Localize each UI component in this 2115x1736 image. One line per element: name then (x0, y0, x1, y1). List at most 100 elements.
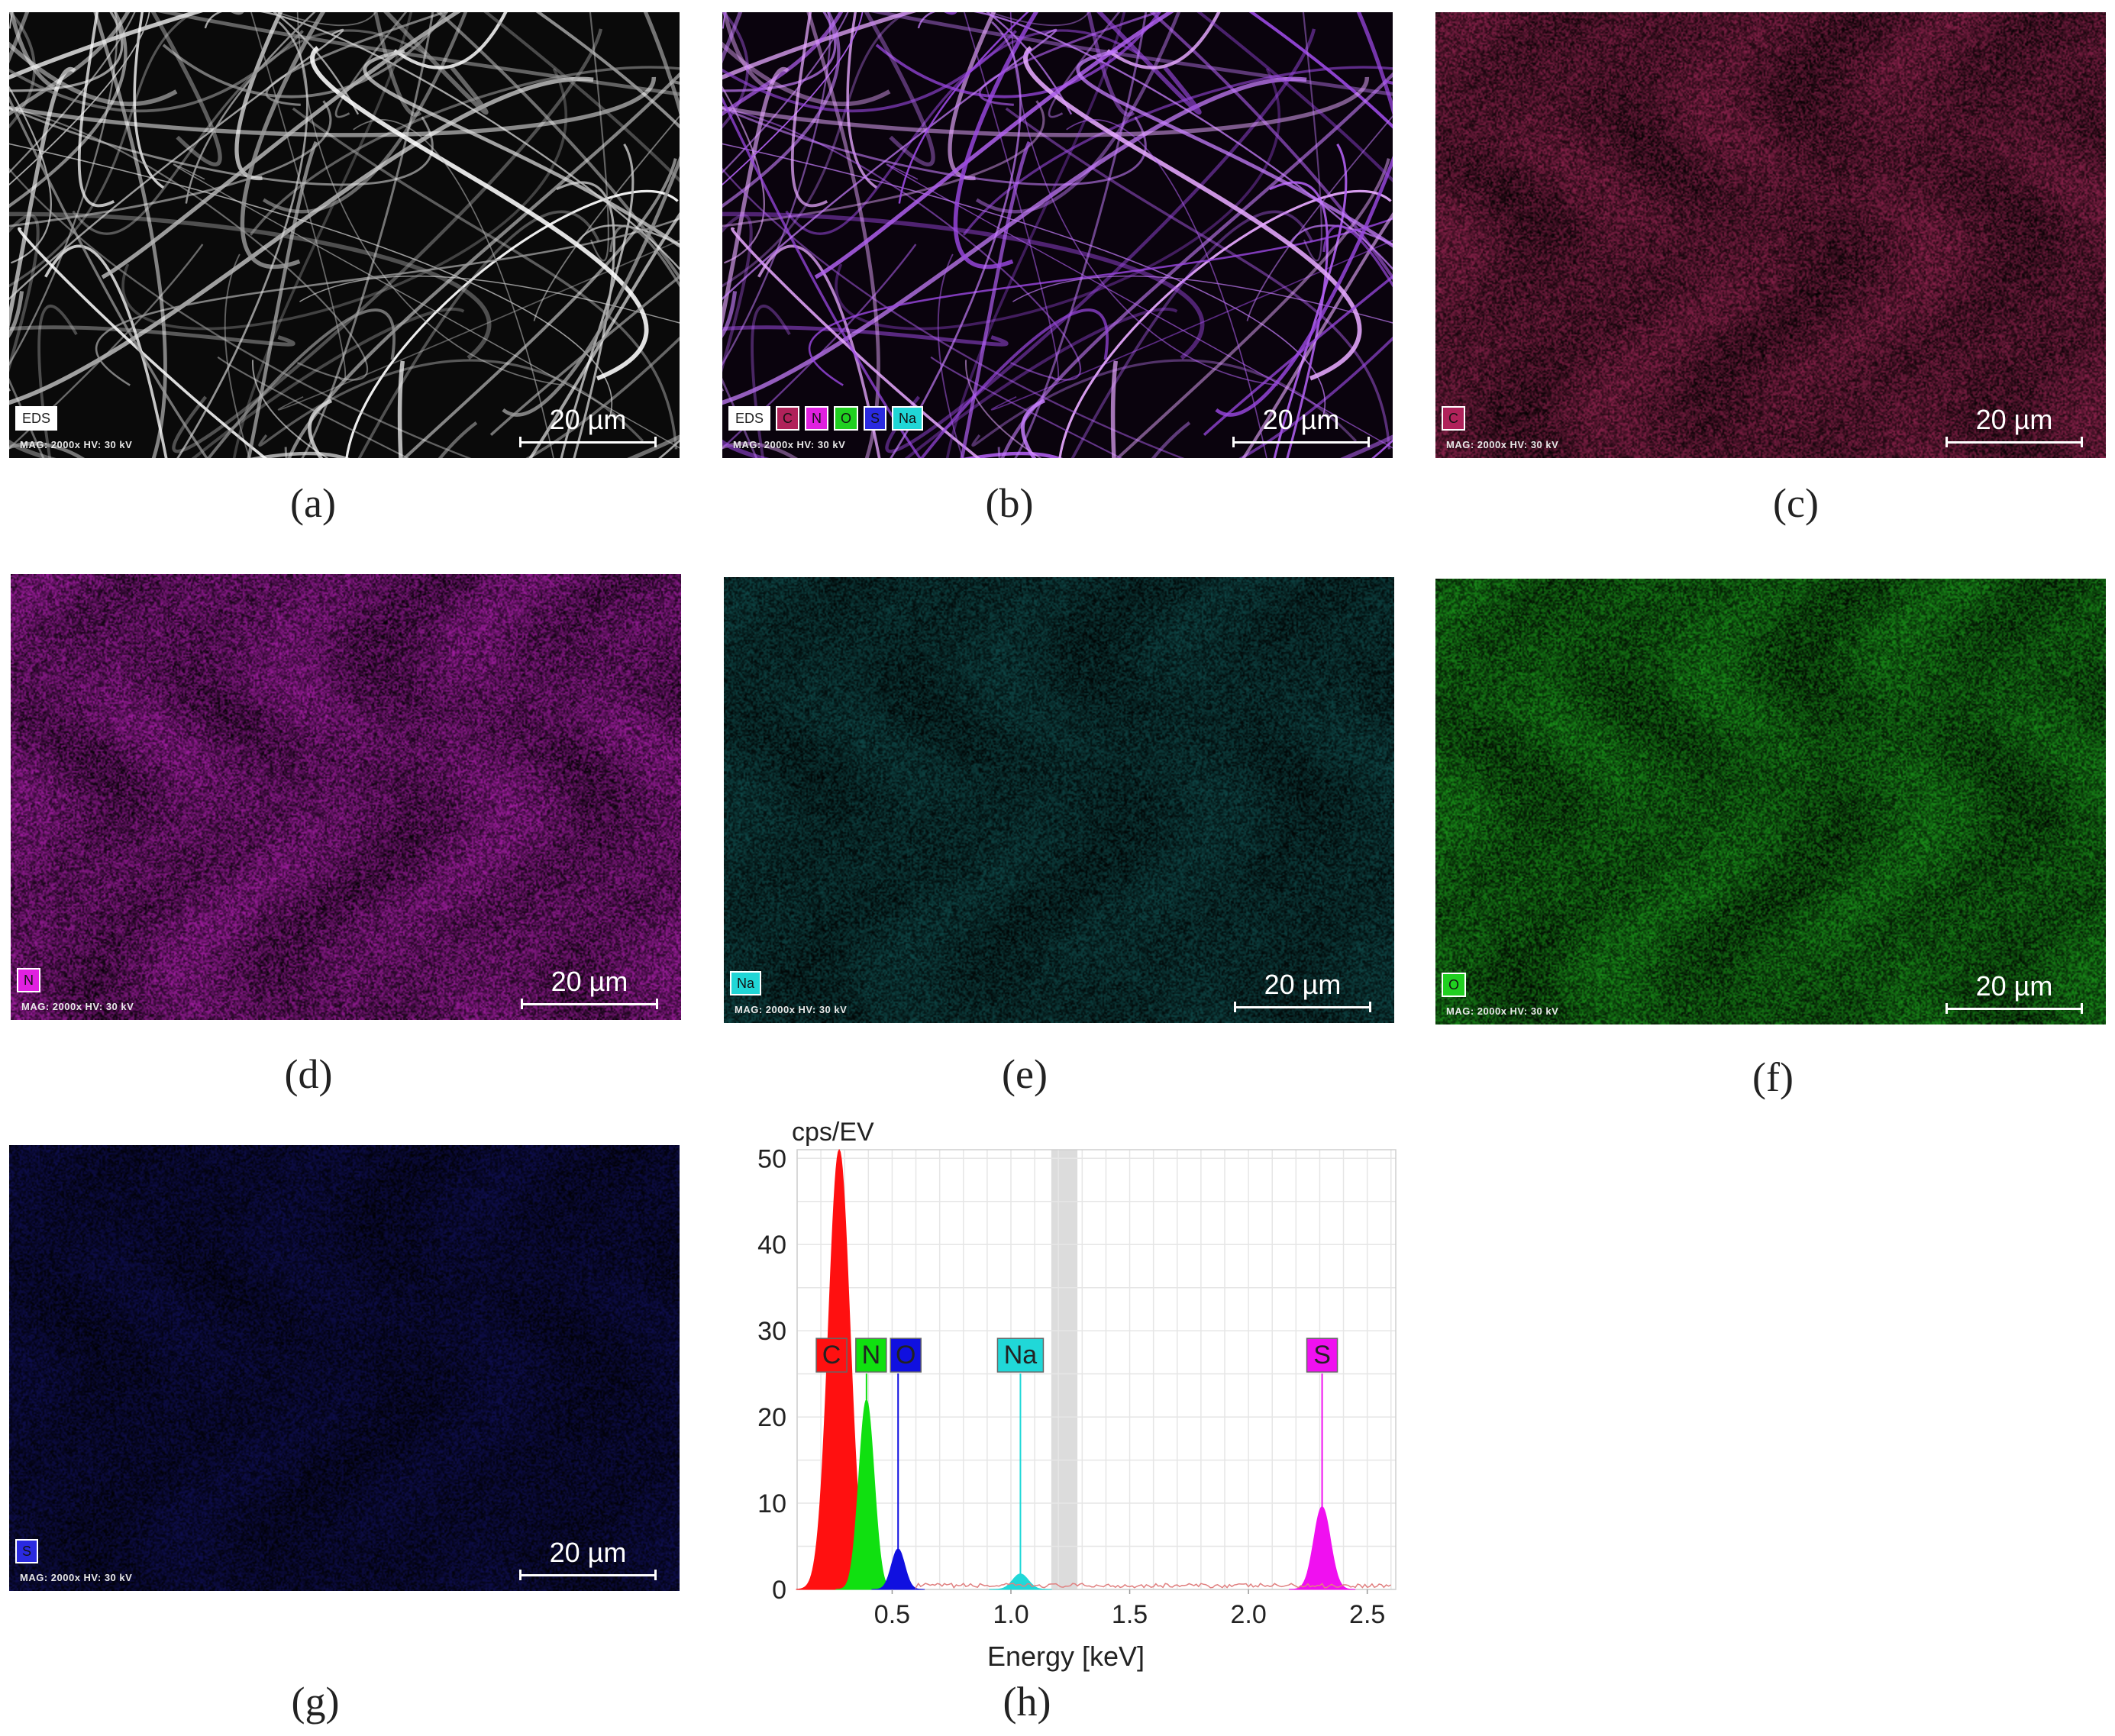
element-tags: EDS C N O S Na (728, 406, 924, 431)
fiber-strand (9, 66, 76, 329)
fiber-strand (95, 217, 680, 386)
sem-image-panel-a: EDS MAG: 2000x HV: 30 kV 20 µm (9, 12, 680, 458)
fiber-strand (502, 155, 680, 417)
y-axis-label: cps/EV (792, 1118, 874, 1147)
microscope-info: MAG: 2000x HV: 30 kV (735, 1004, 848, 1015)
fiber-strand (722, 211, 1205, 360)
fiber-strand (383, 12, 489, 115)
plot-frame (796, 1149, 1397, 1590)
fiber-strand (556, 181, 615, 458)
fiber-strand (975, 12, 1181, 214)
fiber-strand (284, 12, 434, 458)
fiber-strand (1023, 46, 1362, 381)
fiber-strand (133, 12, 165, 189)
y-tick-label: 50 (757, 1144, 786, 1173)
x-tick-label: 0.5 (874, 1600, 910, 1629)
scale-bar: 20 µm (519, 1538, 657, 1580)
fiber-strand (150, 12, 222, 166)
element-tag-eds: EDS (728, 406, 771, 431)
fiber-strand (1203, 275, 1393, 436)
fiber-strand (722, 12, 841, 208)
peak-s (1288, 1506, 1356, 1590)
fiber-strand (846, 12, 878, 189)
fiber-strand (885, 28, 1316, 453)
fiber-strand (806, 12, 880, 458)
element-map-image (1435, 579, 2106, 1024)
fiber-strand (357, 210, 600, 458)
fiber-strand (489, 275, 680, 436)
fiber-strand (960, 140, 1032, 458)
fiber-strand (963, 451, 1063, 458)
fiber-strand (722, 325, 1009, 347)
fiber-strand (1242, 211, 1393, 458)
peak-label-na: Na (1004, 1341, 1038, 1370)
peak-label-box (815, 1337, 848, 1373)
fiber-strand (9, 12, 124, 92)
fiber-strand (9, 12, 118, 366)
fiber-strand (987, 12, 1090, 26)
fiber-strand (93, 12, 167, 458)
fiber-strand (1106, 12, 1221, 69)
eds-map-oxygen-panel-f: O MAG: 2000x HV: 30 kV 20 µm (1435, 579, 2106, 1024)
y-tick-label: 30 (757, 1317, 786, 1346)
y-tick-label: 0 (772, 1576, 786, 1605)
fiber-strand (722, 76, 1370, 137)
microscope-info: MAG: 2000x HV: 30 kV (20, 439, 133, 450)
fiber-strand (722, 95, 922, 458)
fiber-strand (870, 12, 1393, 96)
fiber-strand (77, 12, 115, 208)
peak-label-n: N (862, 1341, 881, 1370)
fiber-strand (483, 12, 680, 183)
fiber-strand (722, 76, 1307, 405)
fiber-strand (217, 356, 410, 458)
eds-overlay-panel-b: EDS C N O S Na MAG: 2000x HV: 30 kV 20 µm (722, 12, 1393, 458)
fiber-strand (722, 214, 753, 373)
y-tick-label: 40 (757, 1231, 786, 1260)
fiber-strand (946, 12, 1126, 458)
scale-bar: 20 µm (1234, 970, 1371, 1012)
shaded-band (1051, 1150, 1078, 1589)
element-tags: S (15, 1539, 39, 1563)
fiber-strand (287, 72, 680, 458)
fiber-strand (1048, 12, 1121, 118)
element-tag-o: O (1442, 973, 1467, 997)
x-tick-label: 2.5 (1349, 1600, 1385, 1629)
fiber-strand (224, 253, 250, 458)
fiber-strand (937, 253, 964, 458)
fiber-strand (353, 119, 554, 458)
fiber-strand (731, 227, 981, 458)
fiber-strand (9, 439, 57, 458)
fiber-strand (18, 227, 268, 458)
fiber-strand (206, 308, 396, 458)
fiber-strand (296, 12, 565, 386)
fiber-strand (191, 308, 465, 458)
fiber-strand (9, 41, 178, 107)
fiber-strand (247, 140, 318, 458)
fiber-strand (890, 21, 1022, 458)
eds-map-nitrogen-panel-d: N MAG: 2000x HV: 30 kV 20 µm (11, 574, 681, 1020)
fiber-strand (402, 158, 677, 458)
fiber-strand (528, 211, 680, 458)
element-tags: Na (730, 971, 762, 995)
eds-map-carbon-panel-c: C MAG: 2000x HV: 30 kV 20 µm (1435, 12, 2106, 458)
fiber-strand (1070, 210, 1313, 458)
fiber-strand (751, 305, 791, 458)
fiber-strand (9, 12, 31, 458)
fiber-strand (1356, 12, 1393, 116)
eds-map-sulfur-panel-g: S MAG: 2000x HV: 30 kV 20 µm (9, 1145, 680, 1591)
caption-h: (h) (1003, 1679, 1051, 1725)
scale-bar: 20 µm (519, 405, 657, 447)
fiber-strand (1246, 115, 1393, 321)
fiber-strand (965, 360, 1042, 458)
fiber-strand (292, 107, 678, 450)
fiber-strand (533, 115, 680, 321)
element-tags: C (1442, 406, 1465, 431)
eds-map-sodium-panel-e: Na MAG: 2000x HV: 30 kV 20 µm (724, 577, 1394, 1023)
element-tags: O (1442, 973, 1467, 997)
fiber-strand (9, 86, 52, 264)
fiber-strand (1009, 12, 1278, 386)
element-map-image (724, 577, 1394, 1023)
fiber-strand (9, 76, 657, 137)
fiber-strand (722, 12, 837, 92)
fiber-strand (9, 143, 612, 420)
